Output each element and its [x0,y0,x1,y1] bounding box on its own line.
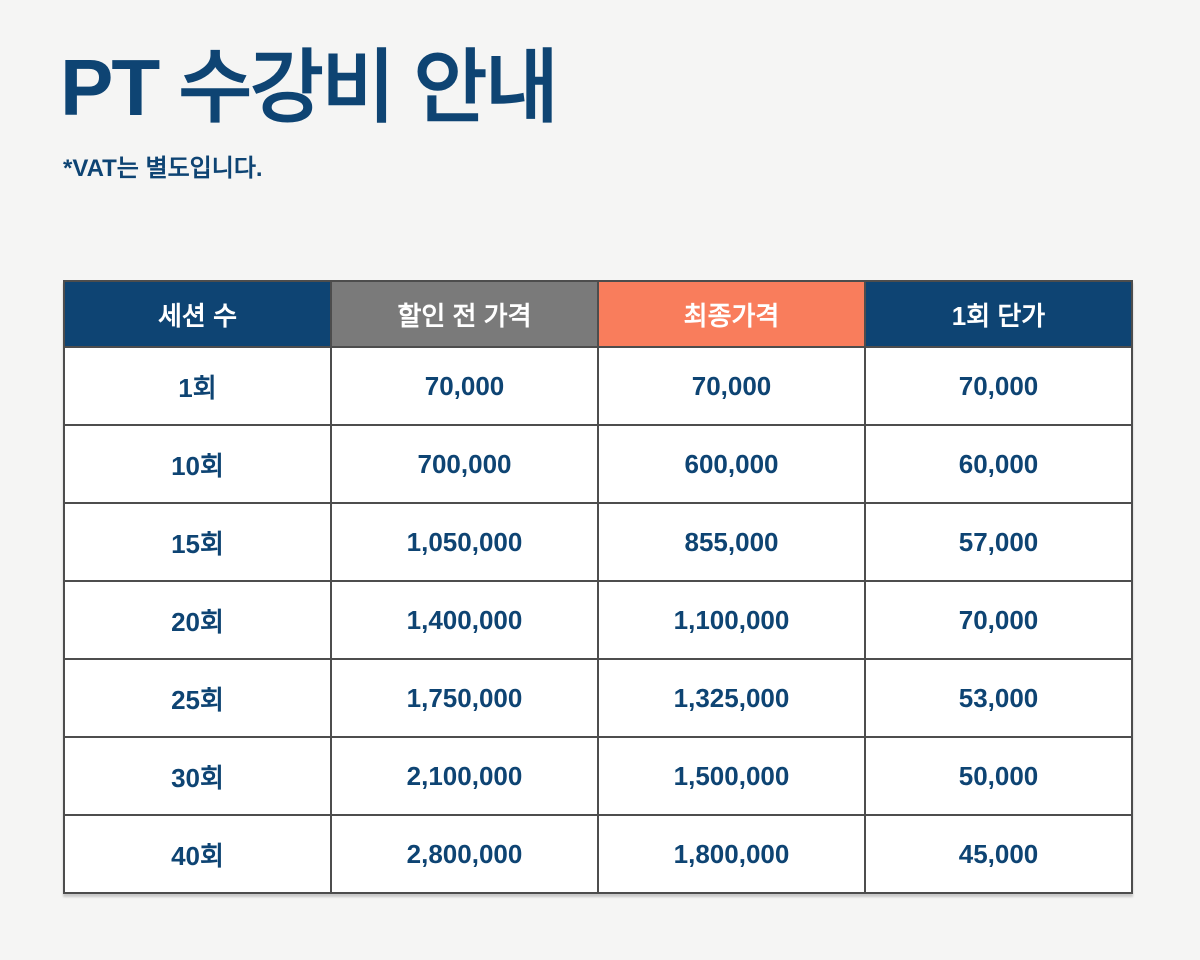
column-header-final-price: 최종가격 [597,280,866,348]
cell-final-price: 1,500,000 [597,736,866,816]
table-row: 10회 700,000 600,000 60,000 [63,424,1133,504]
cell-sessions: 1회 [63,346,332,426]
cell-final-price: 70,000 [597,346,866,426]
cell-before-discount: 1,050,000 [330,502,599,582]
column-header-before-discount: 할인 전 가격 [330,280,599,348]
cell-final-price: 1,325,000 [597,658,866,738]
cell-sessions: 25회 [63,658,332,738]
cell-sessions: 30회 [63,736,332,816]
table-row: 20회 1,400,000 1,100,000 70,000 [63,580,1133,660]
cell-unit-price: 50,000 [864,736,1133,816]
cell-unit-price: 53,000 [864,658,1133,738]
cell-unit-price: 70,000 [864,346,1133,426]
column-header-unit-price: 1회 단가 [864,280,1133,348]
table-row: 25회 1,750,000 1,325,000 53,000 [63,658,1133,738]
vat-note: *VAT는 별도입니다. [63,155,263,182]
cell-sessions: 10회 [63,424,332,504]
pricing-table: 세션 수 할인 전 가격 최종가격 1회 단가 1회 70,000 70,000… [63,280,1133,894]
cell-unit-price: 45,000 [864,814,1133,894]
column-header-sessions: 세션 수 [63,280,332,348]
cell-final-price: 600,000 [597,424,866,504]
table-row: 1회 70,000 70,000 70,000 [63,346,1133,426]
cell-final-price: 1,800,000 [597,814,866,894]
cell-sessions: 40회 [63,814,332,894]
cell-unit-price: 60,000 [864,424,1133,504]
cell-before-discount: 1,750,000 [330,658,599,738]
table-row: 30회 2,100,000 1,500,000 50,000 [63,736,1133,816]
cell-final-price: 1,100,000 [597,580,866,660]
pricing-table-body: 1회 70,000 70,000 70,000 10회 700,000 600,… [63,346,1133,894]
cell-before-discount: 1,400,000 [330,580,599,660]
cell-before-discount: 70,000 [330,346,599,426]
table-header-row: 세션 수 할인 전 가격 최종가격 1회 단가 [63,280,1133,348]
page-title: PT 수강비 안내 [60,43,559,132]
pricing-table-head: 세션 수 할인 전 가격 최종가격 1회 단가 [63,280,1133,348]
cell-sessions: 15회 [63,502,332,582]
cell-sessions: 20회 [63,580,332,660]
cell-unit-price: 70,000 [864,580,1133,660]
cell-before-discount: 700,000 [330,424,599,504]
table-row: 15회 1,050,000 855,000 57,000 [63,502,1133,582]
cell-unit-price: 57,000 [864,502,1133,582]
cell-before-discount: 2,100,000 [330,736,599,816]
cell-final-price: 855,000 [597,502,866,582]
cell-before-discount: 2,800,000 [330,814,599,894]
table-row: 40회 2,800,000 1,800,000 45,000 [63,814,1133,894]
